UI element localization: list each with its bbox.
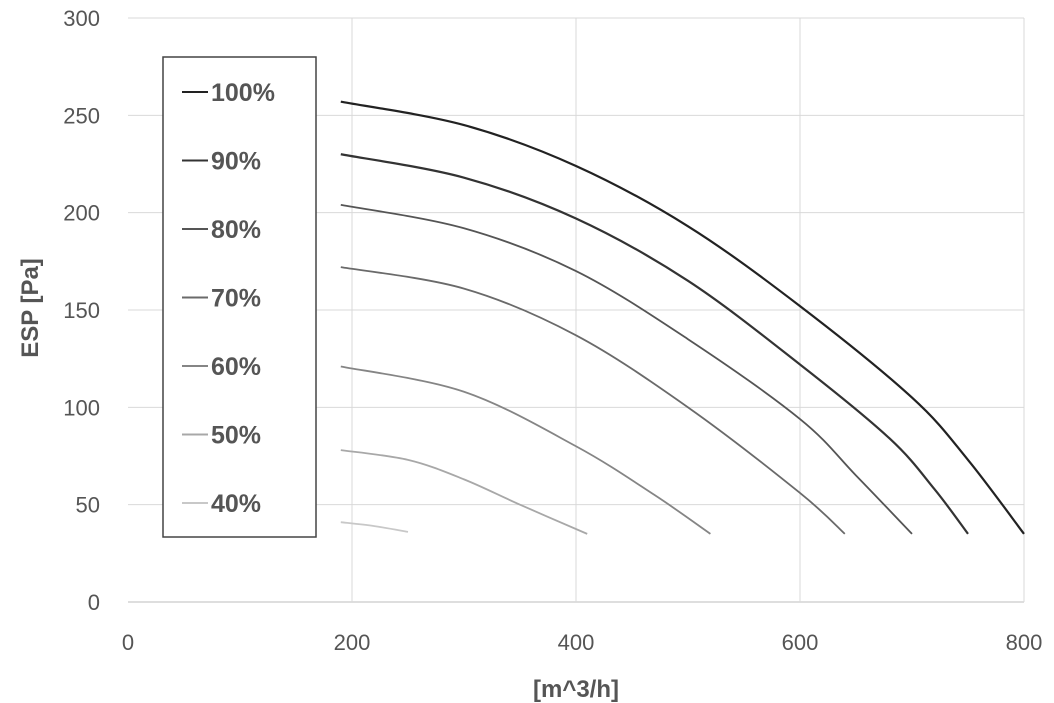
- legend-label: 90%: [211, 148, 261, 176]
- series-line-50pct: [340, 449, 588, 535]
- series-lines: [340, 100, 1025, 535]
- series-line-80pct: [340, 203, 913, 535]
- legend-label: 70%: [211, 285, 261, 313]
- series-line-100pct: [340, 100, 1025, 535]
- y-tick-label: 300: [63, 6, 100, 31]
- legend-label: 60%: [211, 353, 261, 381]
- legend: 100% 90% 80% 70% 60% 50% 40%: [162, 56, 317, 538]
- x-tick-label: 600: [782, 630, 819, 655]
- series-line-70pct: [340, 266, 846, 535]
- series-line-90pct: [340, 153, 969, 535]
- y-tick-label: 50: [76, 493, 100, 518]
- y-tick-label: 150: [63, 298, 100, 323]
- y-tick-label: 100: [63, 395, 100, 420]
- legend-label: 80%: [211, 216, 261, 244]
- y-axis-title: ESP [Pa]: [17, 258, 44, 358]
- x-tick-label: 200: [334, 630, 371, 655]
- series-line-40pct: [340, 521, 409, 533]
- x-tick-label: 400: [558, 630, 595, 655]
- y-tick-label: 250: [63, 103, 100, 128]
- y-tick-label: 0: [88, 590, 100, 615]
- legend-label: 40%: [211, 490, 261, 518]
- y-tick-label: 200: [63, 201, 100, 226]
- x-axis-title: [m^3/h]: [533, 676, 619, 703]
- x-tick-label: 0: [122, 630, 134, 655]
- legend-label: 100%: [211, 79, 275, 107]
- legend-label: 50%: [211, 422, 261, 450]
- series-line-60pct: [340, 365, 711, 535]
- x-tick-label: 800: [1006, 630, 1043, 655]
- tick-labels: 0 50 100 150 200 250 300 0 200 400 600 800: [63, 6, 1042, 655]
